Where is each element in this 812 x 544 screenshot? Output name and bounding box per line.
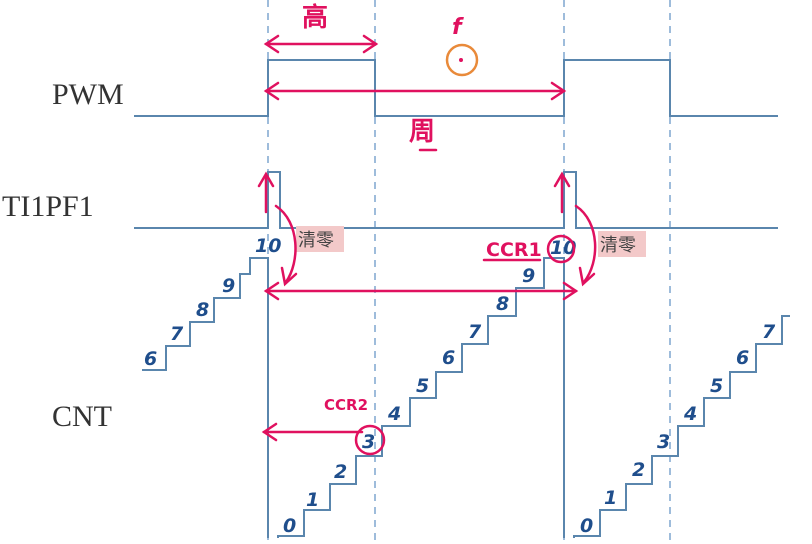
count-label: 6 [736, 347, 749, 369]
arrowhead [263, 281, 280, 301]
ccr2-value-circle [354, 424, 386, 456]
clear-note-2: 清零 [600, 235, 636, 256]
arrowhead [263, 81, 280, 101]
count-label: 10 [550, 237, 576, 259]
ccr2-label: CCR2 [324, 396, 368, 414]
counter-values-after: 0 1 2 3 4 5 6 7 [580, 321, 776, 537]
period-label: 周 [409, 117, 435, 147]
count-label: 7 [170, 323, 184, 345]
count-label: 1 [306, 489, 319, 511]
arrowhead [362, 34, 379, 54]
arrowhead [257, 171, 275, 188]
ti1pf1-waveform [134, 171, 778, 229]
arrowhead [550, 81, 567, 101]
clear-note-bg-2 [598, 231, 646, 257]
count-label: 7 [762, 321, 776, 343]
count-label: 10 [255, 235, 281, 257]
arrowhead [578, 266, 596, 287]
count-label: 3 [657, 431, 670, 453]
cnt-staircase-after [573, 315, 790, 538]
frequency-circle [445, 43, 479, 77]
count-label: 7 [468, 321, 482, 343]
frequency-label: f [452, 15, 464, 40]
clear-curve-arrow-1 [274, 204, 297, 284]
count-label: 2 [632, 459, 645, 481]
ccr1-label: CCR1 [486, 239, 542, 261]
count-label: 8 [496, 293, 509, 315]
count-label: 6 [144, 348, 157, 370]
handwritten-annotations [257, 34, 597, 456]
frequency-dot [459, 58, 463, 62]
cnt-staircase-before [142, 257, 269, 538]
count-label: 4 [683, 403, 697, 425]
clear-note-1: 清零 [298, 230, 334, 251]
count-label: 6 [442, 347, 455, 369]
count-label: 4 [387, 403, 401, 425]
count-label: 0 [283, 515, 296, 537]
arrowhead [562, 281, 579, 301]
high-label: 高 [302, 2, 328, 33]
counter-values-cycle: 0 1 2 3 4 5 6 7 8 9 10 [283, 237, 576, 537]
count-label: 0 [580, 515, 593, 537]
arrowhead [263, 34, 280, 54]
arrowhead [553, 171, 571, 188]
arrowhead [280, 266, 298, 287]
count-label: 5 [710, 375, 723, 397]
cnt-staircase-cycle [277, 257, 565, 538]
counter-values-before: 6 7 8 9 10 [144, 235, 281, 370]
clear-curve-arrow-2 [574, 204, 597, 284]
signal-label-ti1pf1: TI1PF1 [2, 190, 94, 223]
count-label: 2 [334, 461, 347, 483]
count-label: 5 [416, 375, 429, 397]
arrowhead [261, 422, 278, 442]
count-label: 9 [522, 265, 535, 287]
guide-lines [267, 0, 671, 544]
count-label: 9 [222, 275, 235, 297]
clear-note-bg-1 [296, 226, 344, 252]
signal-label-cnt: CNT [52, 400, 112, 433]
count-label: 3 [362, 431, 375, 453]
ccr1-value-circle [546, 234, 576, 264]
count-label: 1 [604, 487, 617, 509]
signal-label-pwm: PWM [52, 78, 124, 111]
count-label: 8 [196, 299, 209, 321]
pwm-waveform [134, 59, 778, 117]
